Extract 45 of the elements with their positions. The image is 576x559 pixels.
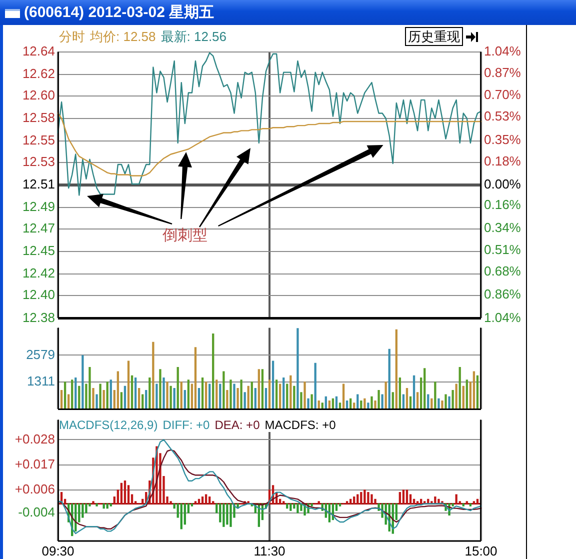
series-label: DIFF: +0: [162, 418, 210, 432]
chart-title: MACDFS(12,26,9): [59, 418, 158, 432]
y2-tick-label: 0.35%: [484, 132, 522, 147]
y-tick-label: 12.42: [22, 266, 55, 281]
y-tick-label: 12.45: [22, 243, 55, 258]
y2-tick-label: 0.18%: [484, 154, 522, 169]
y-tick-label: 12.64: [22, 43, 55, 58]
y-tick-label: +0.028: [14, 431, 55, 446]
y-tick-label: 12.58: [22, 110, 55, 125]
y-tick-label: -0.004: [18, 504, 55, 520]
y-tick-label: 12.55: [22, 132, 55, 148]
text: DEA: +0: [214, 418, 260, 432]
y2-tick-label: 0.51%: [484, 242, 522, 257]
y-tick-label: 12.38: [22, 310, 55, 325]
y-tick-label: +0.006: [14, 482, 55, 497]
x-tick-label: 15:00: [464, 543, 498, 558]
y2-tick-label: 0.34%: [484, 220, 522, 236]
y2-tick-label: 1.04%: [484, 43, 522, 58]
chart-subtitle: 分时: [59, 29, 85, 44]
y2-tick-label: 0.68%: [484, 264, 522, 279]
x-tick-label: 11:30: [254, 543, 286, 558]
y2-tick-label: 0.00%: [484, 176, 522, 192]
x-tick-label: 09:30: [42, 543, 74, 558]
y-tick-label: 12.51: [22, 176, 55, 192]
y-tick-label: 2579: [26, 346, 55, 362]
y-tick-label: +0.017: [14, 456, 55, 472]
y-tick-label: 1311: [27, 373, 55, 388]
text: 历史重现: [408, 29, 460, 44]
y2-tick-label: 1.04%: [484, 310, 522, 325]
y2-tick-label: 0.87%: [484, 65, 522, 80]
annotation: 倒刺型: [162, 226, 208, 244]
annotation: MACDFS: +0: [264, 418, 336, 432]
y2-tick-label: 0.53%: [484, 108, 522, 124]
y-tick-label: 12.53: [22, 154, 55, 170]
series-label: 最新: 12.56: [160, 29, 227, 44]
chart-title: (600614) 2012-03-02 星期五: [24, 4, 214, 21]
y2-tick-label: 0.86%: [484, 286, 522, 302]
text: 均价: 12.58: [90, 29, 156, 44]
y-tick-label: 12.62: [22, 66, 55, 81]
y-tick-label: 12.49: [22, 199, 55, 214]
y-tick-label: 12.60: [22, 87, 55, 102]
y-tick-label: 12.47: [22, 220, 55, 236]
y2-tick-label: 0.16%: [484, 197, 522, 212]
y2-tick-label: 0.70%: [484, 86, 522, 102]
y-tick-label: 12.40: [22, 287, 55, 302]
